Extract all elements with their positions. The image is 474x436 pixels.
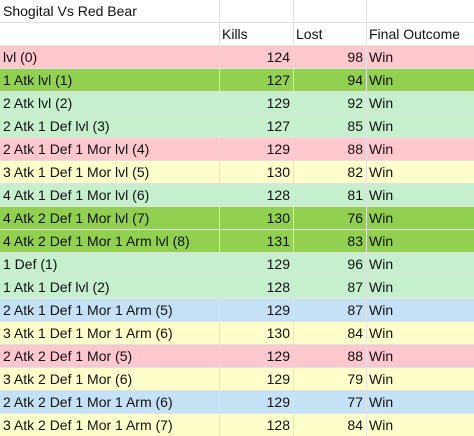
table-row: 2 Atk 1 Def lvl (3) 127 85 Win [0,115,474,138]
row-label-cell[interactable]: 2 Atk 2 Def 1 Mor (5) [3,348,133,364]
row-label-cell[interactable]: 3 Atk 2 Def 1 Mor (6) [3,371,133,387]
table-row: 2 Atk 2 Def 1 Mor 1 Arm (6) 129 77 Win [0,391,474,414]
table-row: 2 Atk 2 Def 1 Mor (5) 129 88 Win [0,345,474,368]
kills-cell[interactable]: 131 [266,233,290,249]
lost-cell[interactable]: 92 [347,95,363,111]
table-row: 1 Def (1) 129 96 Win [0,253,474,276]
row-label-cell[interactable]: 3 Atk 2 Def 1 Mor 1 Arm (7) [3,417,173,433]
lost-header[interactable]: Lost [296,26,323,42]
lost-cell[interactable]: 83 [347,233,363,249]
outcome-cell[interactable]: Win [369,95,394,111]
outcome-cell[interactable]: Win [369,141,394,157]
empty-cell[interactable] [0,23,219,46]
table-row: 4 Atk 2 Def 1 Mor 1 Arm lvl (8) 131 83 Win [0,230,474,253]
title-cell[interactable]: Shogital Vs Red Bear [3,3,137,19]
outcome-cell[interactable]: Win [369,417,394,433]
table-row: 1 Atk lvl (1) 127 94 Win [0,69,474,92]
kills-cell[interactable]: 129 [266,141,290,157]
kills-cell[interactable]: 129 [266,371,290,387]
row-label-cell[interactable]: 4 Atk 2 Def 1 Mor 1 Arm lvl (8) [3,233,190,249]
row-label-cell[interactable]: 4 Atk 2 Def 1 Mor lvl (7) [3,210,150,226]
kills-cell[interactable]: 130 [266,325,290,341]
table-row: 3 Atk 2 Def 1 Mor (6) 129 79 Win [0,368,474,391]
kills-cell[interactable]: 128 [266,187,290,203]
lost-cell[interactable]: 88 [347,348,363,364]
kills-cell[interactable]: 128 [266,279,290,295]
row-label-cell[interactable]: 1 Atk lvl (1) [3,72,73,88]
kills-cell[interactable]: 129 [266,394,290,410]
outcome-cell[interactable]: Win [369,279,394,295]
outcome-cell[interactable]: Win [369,302,394,318]
lost-cell[interactable]: 87 [347,279,363,295]
table-row: 2 Atk lvl (2) 129 92 Win [0,92,474,115]
outcome-cell[interactable]: Win [369,210,394,226]
row-label-cell[interactable]: 2 Atk 1 Def 1 Mor 1 Arm (5) [3,302,173,318]
outcome-cell[interactable]: Win [369,394,394,410]
empty-cell[interactable] [219,0,293,23]
lost-cell[interactable]: 76 [347,210,363,226]
lost-cell[interactable]: 98 [347,49,363,65]
kills-cell[interactable]: 129 [266,256,290,272]
table-row: 2 Atk 1 Def 1 Mor lvl (4) 129 88 Win [0,138,474,161]
row-label-cell[interactable]: 2 Atk 2 Def 1 Mor 1 Arm (6) [3,394,173,410]
kills-cell[interactable]: 129 [266,348,290,364]
kills-cell[interactable]: 127 [266,72,290,88]
kills-cell[interactable]: 130 [266,210,290,226]
lost-cell[interactable]: 84 [347,417,363,433]
table-row: lvl (0) 124 98 Win [0,46,474,69]
lost-cell[interactable]: 79 [347,371,363,387]
kills-header[interactable]: Kills [222,26,248,42]
row-label-cell[interactable]: 1 Atk 1 Def lvl (2) [3,279,110,295]
outcome-cell[interactable]: Win [369,233,394,249]
row-label-cell[interactable]: 1 Def (1) [3,256,58,272]
row-label-cell[interactable]: 2 Atk 1 Def 1 Mor lvl (4) [3,141,150,157]
row-label-cell[interactable]: 3 Atk 1 Def 1 Mor 1 Arm (6) [3,325,173,341]
outcome-cell[interactable]: Win [369,187,394,203]
table-row: 2 Atk 1 Def 1 Mor 1 Arm (5) 129 87 Win [0,299,474,322]
table-row: 3 Atk 2 Def 1 Mor 1 Arm (7) 128 84 Win [0,414,474,436]
outcome-cell[interactable]: Win [369,72,394,88]
lost-cell[interactable]: 88 [347,141,363,157]
lost-cell[interactable]: 77 [347,394,363,410]
row-label-cell[interactable]: 4 Atk 1 Def 1 Mor lvl (6) [3,187,150,203]
empty-cell[interactable] [293,0,366,23]
outcome-cell[interactable]: Win [369,325,394,341]
table-row: 4 Atk 1 Def 1 Mor lvl (6) 128 81 Win [0,184,474,207]
table-row: 1 Atk 1 Def lvl (2) 128 87 Win [0,276,474,299]
table-row: 3 Atk 1 Def 1 Mor lvl (5) 130 82 Win [0,161,474,184]
lost-cell[interactable]: 85 [347,118,363,134]
kills-cell[interactable]: 129 [266,95,290,111]
lost-cell[interactable]: 84 [347,325,363,341]
table-row: 3 Atk 1 Def 1 Mor 1 Arm (6) 130 84 Win [0,322,474,345]
row-label-cell[interactable]: 2 Atk 1 Def lvl (3) [3,118,110,134]
lost-cell[interactable]: 82 [347,164,363,180]
kills-cell[interactable]: 124 [266,49,290,65]
title-row: Shogital Vs Red Bear [0,0,474,23]
lost-cell[interactable]: 96 [347,256,363,272]
kills-cell[interactable]: 129 [266,302,290,318]
outcome-header[interactable]: Final Outcome [369,26,461,42]
outcome-cell[interactable]: Win [369,371,394,387]
outcome-cell[interactable]: Win [369,164,394,180]
outcome-cell[interactable]: Win [369,49,394,65]
kills-cell[interactable]: 130 [266,164,290,180]
lost-cell[interactable]: 94 [347,72,363,88]
header-row: Kills Lost Final Outcome [0,23,474,46]
outcome-cell[interactable]: Win [369,348,394,364]
outcome-cell[interactable]: Win [369,118,394,134]
table-row: 4 Atk 2 Def 1 Mor lvl (7) 130 76 Win [0,207,474,230]
row-label-cell[interactable]: 2 Atk lvl (2) [3,95,73,111]
outcome-cell[interactable]: Win [369,256,394,272]
lost-cell[interactable]: 87 [347,302,363,318]
row-label-cell[interactable]: lvl (0) [3,49,38,65]
kills-cell[interactable]: 127 [266,118,290,134]
row-label-cell[interactable]: 3 Atk 1 Def 1 Mor lvl (5) [3,164,150,180]
kills-cell[interactable]: 128 [266,417,290,433]
empty-cell[interactable] [366,0,474,23]
lost-cell[interactable]: 81 [347,187,363,203]
